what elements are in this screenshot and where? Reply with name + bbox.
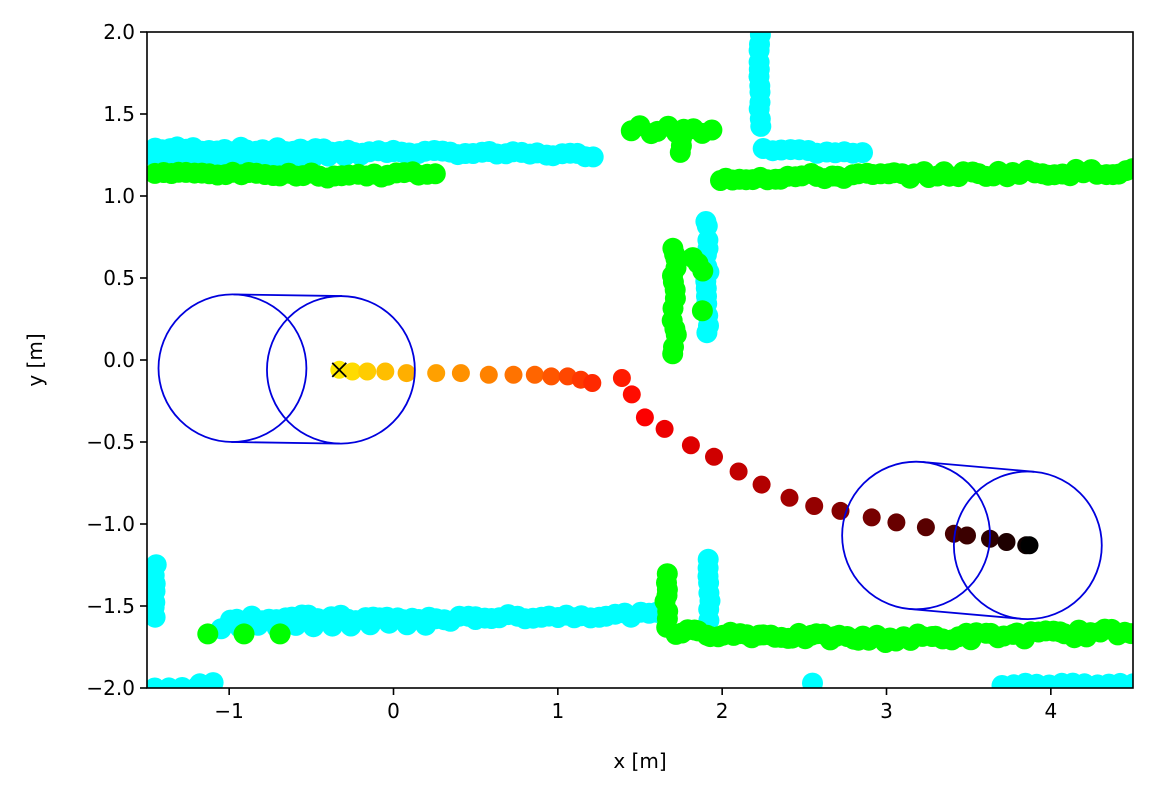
y-axis-label: y [m] bbox=[23, 333, 47, 386]
trajectory-point bbox=[862, 508, 881, 527]
y-tick-label: 1.0 bbox=[103, 184, 135, 208]
scan-point-cyan bbox=[802, 672, 823, 688]
scan-point-green bbox=[197, 623, 219, 645]
trajectory-point bbox=[542, 367, 561, 386]
scan-point-green bbox=[669, 141, 691, 163]
trajectory-point bbox=[887, 513, 906, 532]
y-tick-label: 0.0 bbox=[103, 348, 135, 372]
y-tick-label: −1.0 bbox=[86, 512, 135, 536]
scan-point-cyan bbox=[378, 612, 400, 634]
scan-point-cyan bbox=[285, 614, 307, 636]
y-tick-label: 0.5 bbox=[103, 266, 135, 290]
trajectory-point bbox=[780, 488, 799, 507]
trajectory-point bbox=[376, 362, 395, 381]
trajectory-point bbox=[958, 526, 976, 545]
scan-point-green bbox=[233, 623, 255, 645]
scan-point-cyan bbox=[302, 146, 324, 168]
trajectory-point bbox=[1020, 536, 1039, 555]
trajectory-point bbox=[705, 447, 723, 466]
trajectory-point bbox=[397, 364, 416, 383]
trajectory-point bbox=[525, 365, 544, 384]
trajectory-point bbox=[622, 385, 641, 404]
scan-point-cyan bbox=[349, 144, 371, 166]
trajectory-point bbox=[451, 364, 470, 383]
x-tick-label: −1 bbox=[214, 699, 243, 723]
trajectory-point bbox=[655, 419, 674, 438]
x-axis: −1 0 1 2 3 4 bbox=[214, 688, 1057, 723]
y-tick-label: −0.5 bbox=[86, 430, 135, 454]
trajectory-point bbox=[997, 533, 1016, 551]
trajectory-point bbox=[635, 408, 654, 427]
y-tick-label: −1.5 bbox=[86, 594, 135, 618]
x-tick-label: 3 bbox=[880, 699, 893, 723]
scan-point-cyan bbox=[303, 616, 324, 638]
trajectory-point bbox=[729, 462, 748, 481]
scan-point-cyan bbox=[321, 615, 343, 637]
trajectory-point bbox=[916, 518, 935, 537]
scan-point-green bbox=[701, 119, 723, 141]
plot-area bbox=[147, 32, 1133, 688]
scan-point-cyan bbox=[317, 145, 339, 167]
y-tick-label: 2.0 bbox=[103, 20, 135, 44]
footprint-edge bbox=[231, 441, 340, 445]
scan-point-cyan bbox=[396, 614, 418, 636]
scan-point-green bbox=[692, 260, 714, 282]
scan-point-cyan bbox=[334, 145, 356, 167]
scan-point-green bbox=[1122, 158, 1133, 180]
x-axis-label: x [m] bbox=[613, 749, 666, 773]
scan-point-cyan bbox=[415, 614, 437, 636]
y-axis: −2.0 −1.5 −1.0 −0.5 0.0 0.5 1.0 1.5 2.0 bbox=[86, 20, 147, 700]
x-tick-label: 1 bbox=[551, 699, 564, 723]
scan-point-cyan bbox=[696, 322, 718, 344]
footprint-edge bbox=[233, 293, 343, 297]
y-tick-label: 1.5 bbox=[103, 102, 135, 126]
scan-point-green bbox=[691, 300, 713, 322]
footprint-edge bbox=[922, 461, 1035, 473]
scan-point-green bbox=[424, 163, 446, 185]
scan-point-cyan bbox=[852, 142, 873, 164]
scan-point-green bbox=[269, 623, 291, 645]
trajectory-point bbox=[358, 362, 377, 381]
scan-point-green bbox=[1120, 623, 1133, 645]
trajectory-point bbox=[612, 369, 631, 387]
y-tick-label: −2.0 bbox=[86, 676, 135, 700]
scan-point-cyan bbox=[207, 147, 229, 169]
x-tick-label: 2 bbox=[716, 699, 729, 723]
footprint-edge bbox=[909, 608, 1022, 620]
scan-point-cyan bbox=[1122, 673, 1133, 688]
trajectory-point bbox=[583, 374, 602, 392]
trajectory-point bbox=[504, 365, 523, 384]
x-tick-label: 4 bbox=[1044, 699, 1057, 723]
scan-point-cyan bbox=[359, 614, 381, 636]
scan-point-cyan bbox=[750, 115, 772, 137]
trajectory-point bbox=[479, 365, 498, 384]
trajectory-point bbox=[752, 475, 771, 494]
x-tick-label: 0 bbox=[387, 699, 400, 723]
trajectory-point bbox=[427, 364, 446, 383]
scan-point-cyan bbox=[202, 672, 224, 688]
scan-point-green bbox=[662, 343, 684, 365]
scan-point-cyan bbox=[147, 606, 166, 628]
trajectory-point bbox=[805, 497, 824, 515]
scan-point-cyan bbox=[340, 615, 362, 637]
trajectory-point bbox=[681, 436, 700, 455]
scan-point-cyan bbox=[582, 146, 604, 168]
trajectory-point bbox=[343, 362, 362, 381]
start-marker bbox=[331, 362, 347, 378]
